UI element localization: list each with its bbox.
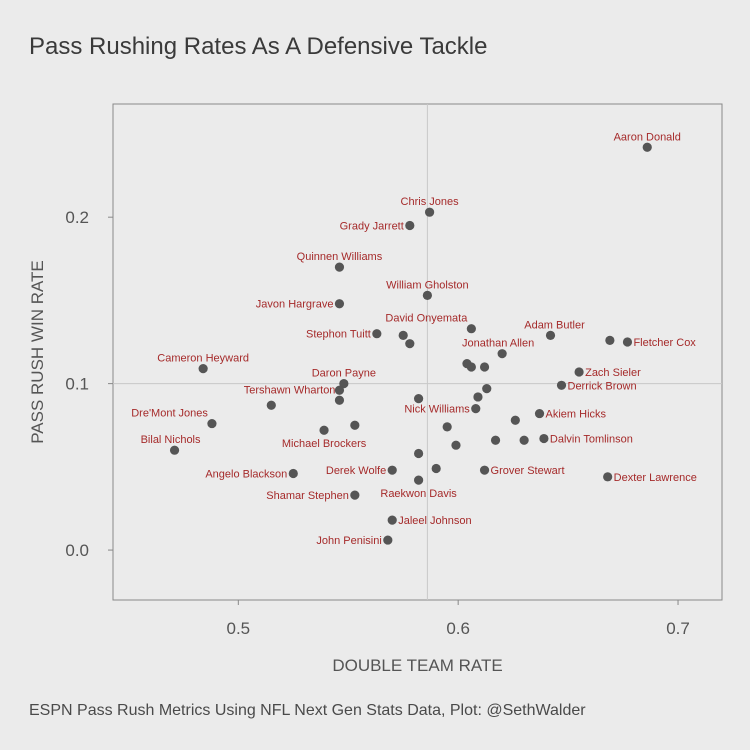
data-point — [642, 142, 652, 152]
point-label: Dre'Mont Jones — [131, 408, 208, 420]
data-point — [422, 290, 432, 301]
data-point — [383, 535, 393, 545]
data-point — [471, 403, 481, 414]
x-tick-label: 0.6 — [446, 619, 470, 638]
y-tick-label: 0.1 — [65, 375, 89, 394]
data-point — [424, 207, 435, 217]
data-point — [574, 367, 584, 377]
point-label: Bilal Nichols — [141, 434, 201, 446]
data-point — [603, 472, 613, 482]
data-point — [622, 337, 633, 347]
data-point — [334, 262, 345, 272]
data-point — [169, 445, 180, 455]
data-point — [413, 448, 424, 459]
point-label: Shamar Stephen — [266, 490, 349, 502]
data-point — [372, 329, 382, 339]
point-label: Javon Hargrave — [256, 299, 334, 311]
point-label: Derrick Brown — [568, 380, 637, 392]
data-point — [519, 435, 529, 445]
point-label: Daron Payne — [312, 368, 376, 380]
point-label: Grady Jarrett — [340, 221, 404, 233]
x-tick-label: 0.7 — [666, 619, 690, 638]
point-label: Jaleel Johnson — [398, 515, 471, 527]
point-label: William Gholston — [386, 279, 469, 291]
data-point — [405, 220, 415, 231]
data-point — [339, 379, 349, 389]
data-point — [288, 468, 298, 479]
data-point — [198, 364, 208, 374]
point-label: Nick Williams — [404, 404, 470, 416]
data-point — [482, 384, 492, 394]
data-point — [334, 385, 345, 395]
y-axis-label: PASS RUSH WIN RATE — [28, 260, 47, 444]
point-label: Chris Jones — [401, 196, 460, 208]
data-point — [466, 362, 476, 372]
data-point — [405, 339, 415, 349]
point-label: Dexter Lawrence — [614, 472, 697, 484]
point-label: Jonathan Allen — [462, 338, 534, 350]
x-axis-label: DOUBLE TEAM RATE — [332, 656, 502, 675]
data-point — [479, 465, 490, 475]
chart-caption: ESPN Pass Rush Metrics Using NFL Next Ge… — [29, 702, 586, 719]
data-point — [207, 418, 217, 429]
data-point — [442, 422, 452, 432]
data-point — [479, 362, 490, 372]
data-point — [534, 408, 545, 419]
point-label: Aaron Donald — [614, 131, 681, 143]
point-label: Derek Wolfe — [326, 465, 386, 477]
point-label: Zach Sieler — [585, 367, 641, 379]
y-tick-label: 0.0 — [65, 541, 89, 560]
point-label: Angelo Blackson — [205, 469, 287, 481]
data-point — [398, 330, 408, 340]
data-point — [387, 465, 397, 475]
data-point — [350, 490, 360, 500]
data-point — [350, 420, 360, 430]
data-point — [473, 392, 483, 402]
data-point — [319, 425, 329, 435]
data-point — [266, 400, 276, 410]
data-point — [466, 324, 476, 334]
point-label: Adam Butler — [524, 319, 585, 331]
data-point — [605, 335, 615, 345]
point-label: Quinnen Williams — [297, 251, 383, 263]
point-label: Akiem Hicks — [546, 409, 607, 421]
point-label: Grover Stewart — [491, 465, 565, 477]
point-label: David Onyemata — [385, 313, 468, 325]
point-label: Fletcher Cox — [633, 337, 696, 349]
data-point — [545, 330, 556, 340]
point-label: Cameron Heyward — [157, 353, 249, 365]
data-point — [431, 463, 441, 474]
data-point — [387, 515, 397, 525]
data-point — [451, 440, 461, 450]
point-label: Dalvin Tomlinson — [550, 434, 633, 446]
point-label: John Penisini — [316, 535, 381, 547]
data-point — [413, 394, 424, 404]
point-label: Michael Brockers — [282, 438, 367, 450]
point-label: Tershawn Wharton — [244, 384, 336, 396]
data-point — [334, 395, 345, 405]
chart-title: Pass Rushing Rates As A Defensive Tackle — [29, 33, 488, 60]
data-point — [497, 349, 507, 359]
point-label: Stephon Tuitt — [306, 329, 371, 341]
data-point — [413, 475, 424, 485]
data-point — [490, 435, 501, 445]
data-point — [510, 415, 520, 425]
y-tick-label: 0.2 — [65, 208, 89, 227]
data-point — [539, 433, 549, 444]
data-point — [334, 299, 345, 309]
plot-panel — [112, 103, 723, 601]
x-tick-label: 0.5 — [226, 619, 250, 638]
data-point — [556, 380, 567, 390]
point-label: Raekwon Davis — [380, 488, 457, 500]
